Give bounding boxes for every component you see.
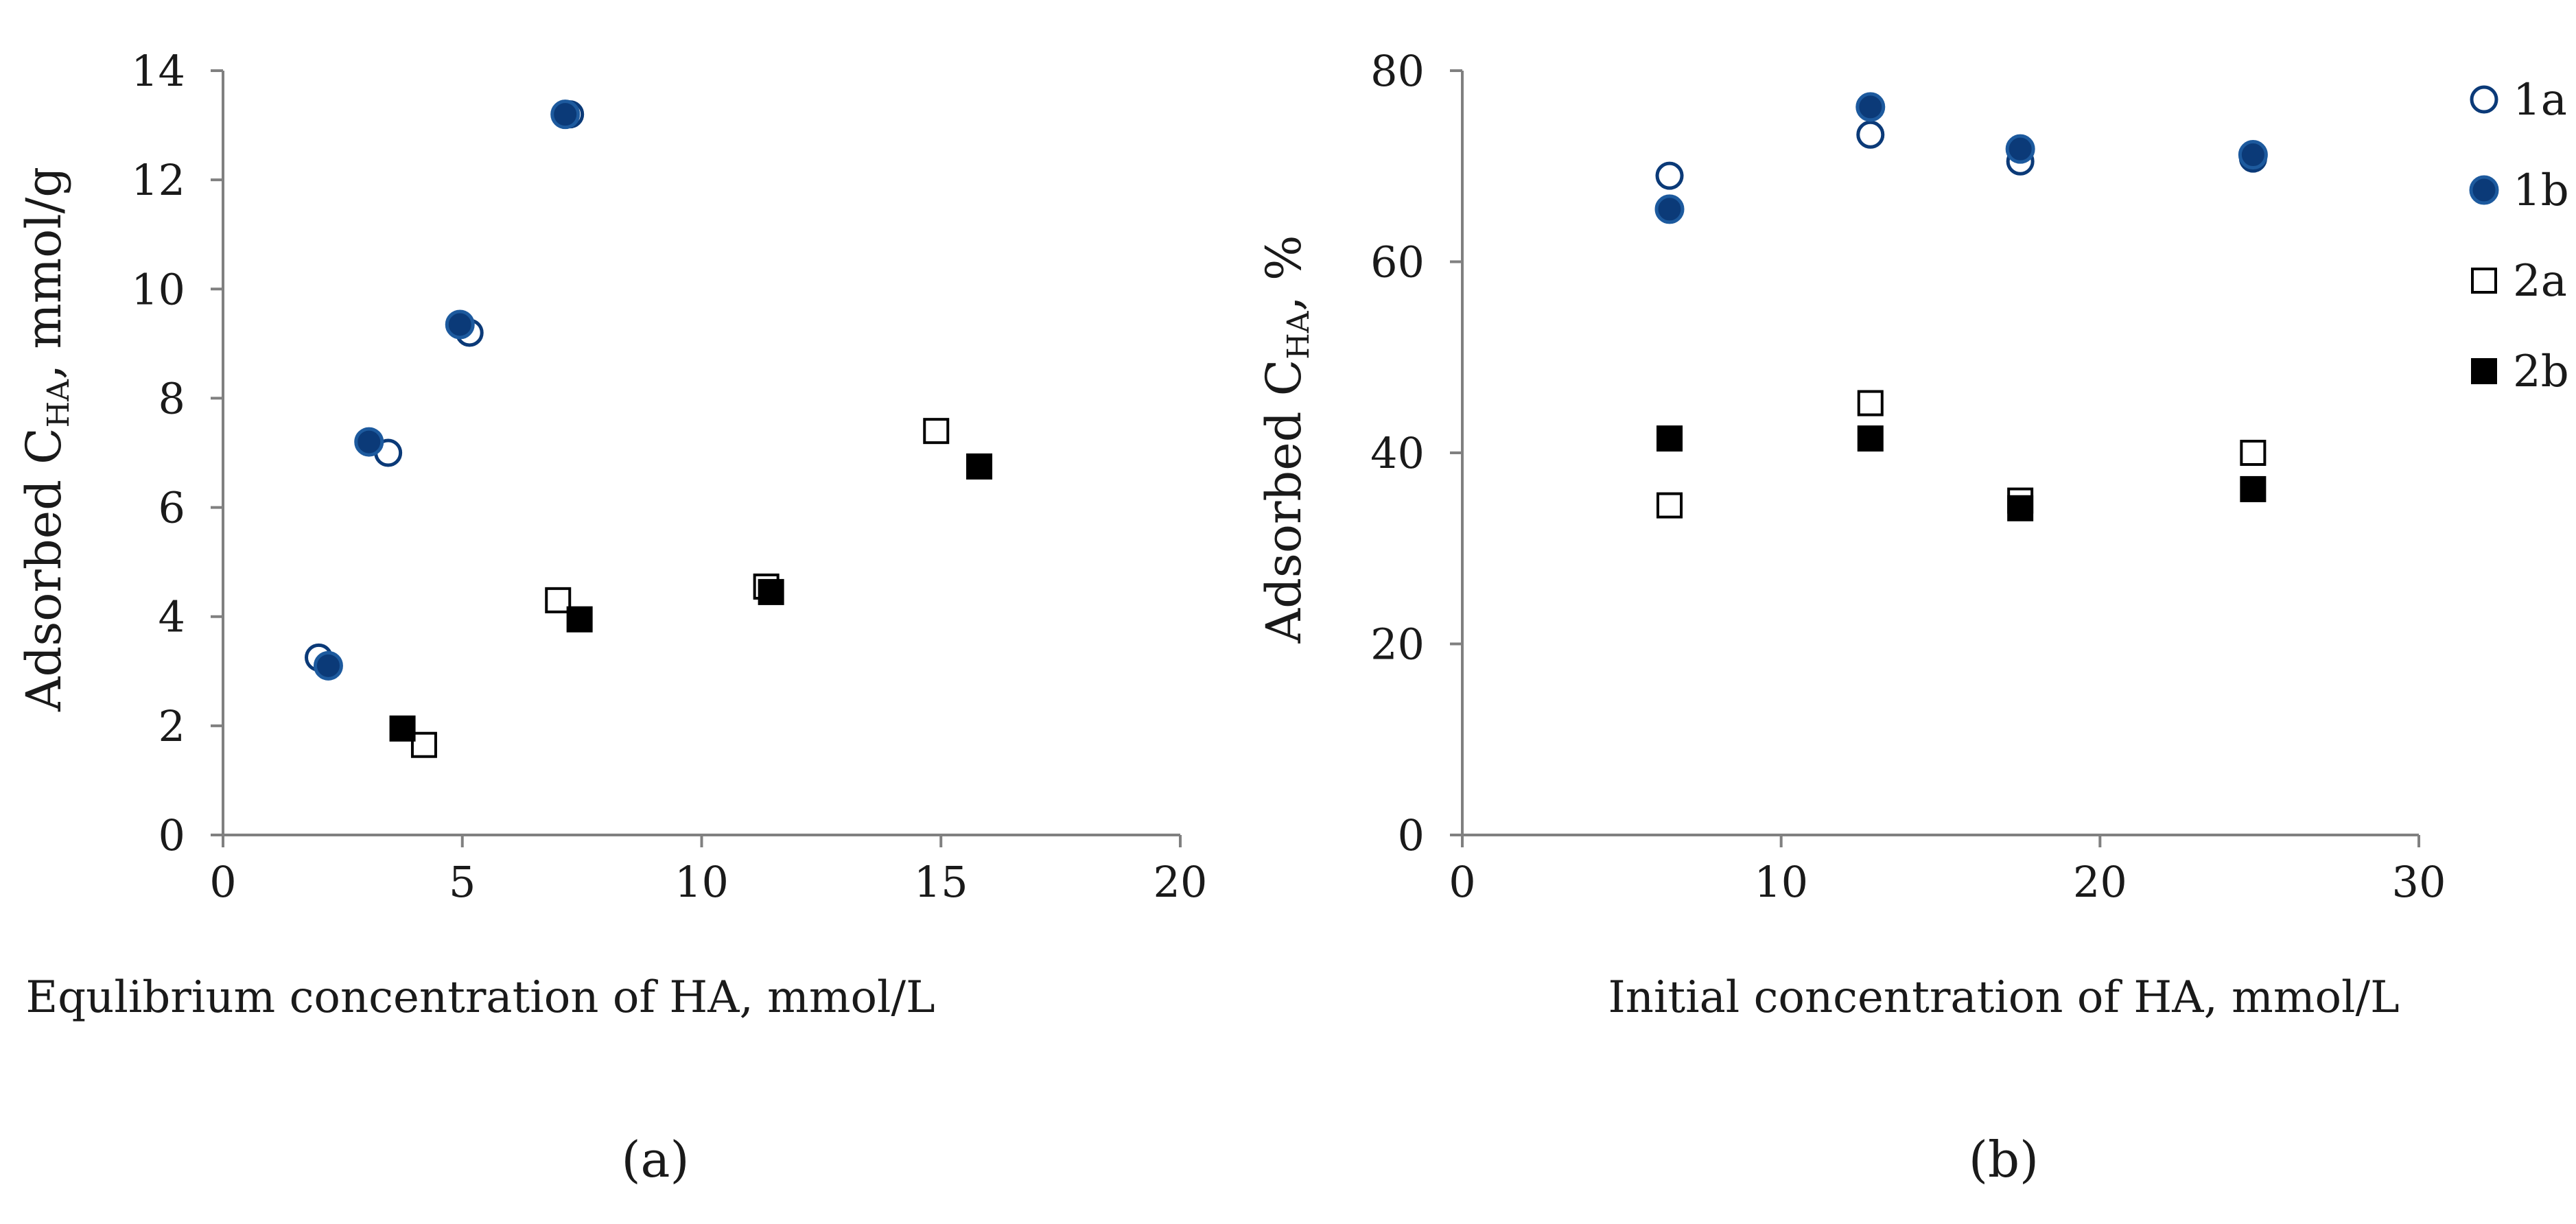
data-point-2b-b <box>2240 475 2267 502</box>
y-tick-label-a: 6 <box>159 483 185 533</box>
panel-a: 0 2 4 6 8 10 12 14 0 5 10 15 20 Equlibrium concentra… <box>16 46 1207 1188</box>
y-tick-label-a: 10 <box>131 264 185 314</box>
legend-marker-2b <box>2471 358 2497 384</box>
data-point-2a-b <box>2240 440 2267 466</box>
data-point-2a-b <box>1857 390 1884 416</box>
x-tick-label-b: 20 <box>2073 857 2127 907</box>
x-tick-label-b: 10 <box>1754 857 1808 907</box>
data-point-2a-a <box>545 587 572 613</box>
data-point-1b-b <box>1855 92 1886 122</box>
legend-marker-1b <box>2469 175 2499 205</box>
legend-label-2a: 2a <box>2513 256 2567 307</box>
legend-item-2a: 2a <box>2471 256 2567 307</box>
data-point-2b-a <box>966 453 993 480</box>
x-tick-label-b: 30 <box>2392 857 2446 907</box>
data-point-2a-b <box>1656 492 1683 519</box>
y-tick-label-a: 12 <box>131 155 185 205</box>
x-tick-label-a: 15 <box>914 857 968 907</box>
plot-a-area: 0 2 4 6 8 10 12 14 0 5 10 15 20 <box>131 46 1207 907</box>
x-tick-label-a: 5 <box>449 857 476 907</box>
data-point-2a-a <box>923 418 950 445</box>
legend-item-1a: 1a <box>2470 75 2567 126</box>
series-1b-b <box>1654 92 2268 224</box>
y-tick-label-b: 80 <box>1370 46 1425 96</box>
legend-item-1b: 1b <box>2469 165 2569 216</box>
series-1a-b <box>1655 120 2267 190</box>
data-point-1b-a <box>313 650 343 681</box>
series-2b-b <box>1656 425 2267 521</box>
data-point-2b-a <box>758 578 784 605</box>
legend-marker-2a <box>2471 268 2497 294</box>
y-tick-label-a: 0 <box>159 810 185 860</box>
y-tick-label-a: 4 <box>159 592 185 642</box>
y-axis-label-b: Adsorbed CHA, % <box>1256 235 1316 644</box>
data-point-1a-b <box>1655 161 1684 190</box>
data-point-2b-b <box>1656 425 1683 452</box>
data-point-2b-a <box>566 606 593 633</box>
series-2b-a <box>389 453 993 742</box>
y-tick-label-b: 0 <box>1398 810 1425 860</box>
data-point-1a-b <box>1856 120 1885 149</box>
data-point-1b-b <box>2005 134 2035 164</box>
series-2a-a <box>410 418 950 758</box>
x-tick-label-a: 20 <box>1154 857 1208 907</box>
panel-label-b: (b) <box>1969 1131 2039 1188</box>
series-1a-a <box>305 100 585 672</box>
y-tick-label-a: 8 <box>159 373 185 423</box>
plot-b-area: 0 20 40 60 80 0 10 20 30 <box>1370 46 2446 907</box>
x-axis-label-b: Initial concentration of HA, mmol/L <box>1608 972 2399 1023</box>
series-1b-a <box>313 99 581 681</box>
data-point-1b-b <box>2238 140 2268 170</box>
data-point-2b-b <box>1857 425 1884 452</box>
legend-label-1a: 1a <box>2513 75 2567 126</box>
data-point-1b-a <box>354 427 384 457</box>
series-2a-b <box>1656 390 2267 519</box>
data-point-2b-a <box>389 715 416 742</box>
legend-item-2b: 2b <box>2471 346 2569 397</box>
data-point-1b-a <box>445 309 475 340</box>
data-point-1b-b <box>1654 194 1685 224</box>
y-tick-label-b: 20 <box>1370 620 1425 670</box>
panel-label-a: (a) <box>621 1131 689 1188</box>
x-tick-label-b: 0 <box>1449 857 1475 907</box>
y-tick-label-b: 60 <box>1370 237 1425 287</box>
y-tick-label-b: 40 <box>1370 428 1425 478</box>
data-point-2a-a <box>410 731 437 758</box>
legend-label-1b: 1b <box>2513 165 2569 216</box>
x-axis-label-a: Equlibrium concentration of HA, mmol/L <box>25 972 935 1023</box>
y-tick-label-a: 2 <box>159 701 185 751</box>
legend: 1a 1b 2a 2b <box>2469 75 2569 397</box>
x-tick-label-a: 10 <box>675 857 729 907</box>
y-tick-label-a: 14 <box>131 46 185 96</box>
data-point-1b-a <box>550 99 581 130</box>
x-tick-label-a: 0 <box>209 857 236 907</box>
data-point-2b-b <box>2007 495 2034 521</box>
panel-b: 0 20 40 60 80 0 10 20 30 Initial concentration o… <box>1256 46 2446 1188</box>
y-axis-label-a: Adsorbed CHA, mmol/g <box>16 167 76 712</box>
legend-marker-1a <box>2470 85 2498 114</box>
legend-label-2b: 2b <box>2513 346 2569 397</box>
